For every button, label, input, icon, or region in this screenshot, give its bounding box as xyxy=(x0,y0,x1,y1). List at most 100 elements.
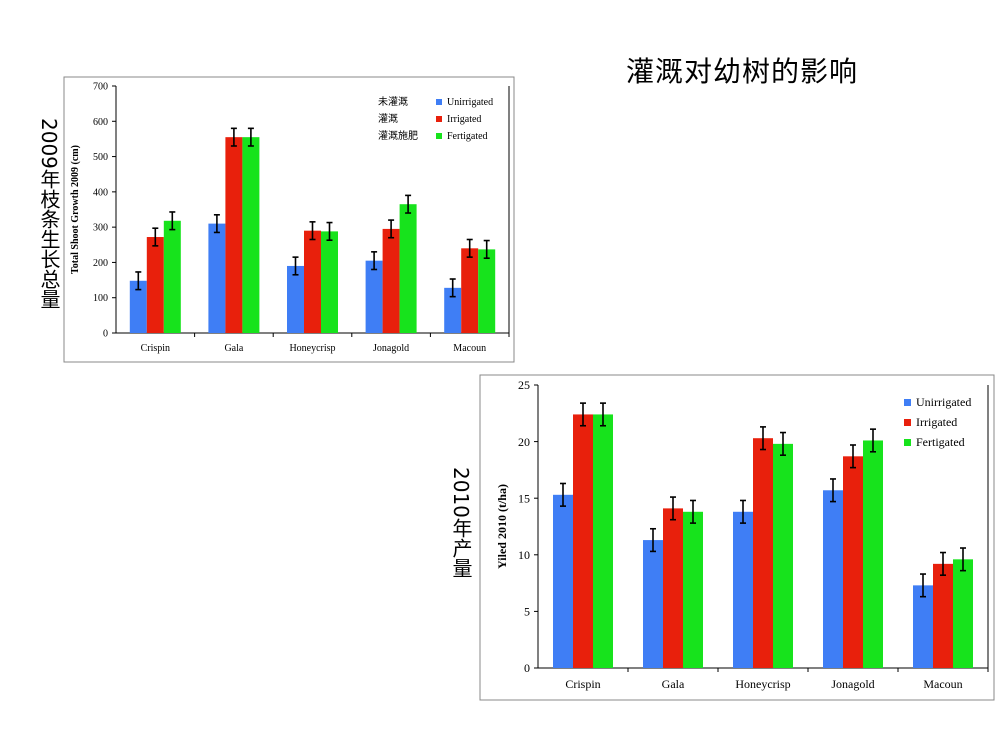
chart1-legend-cn-label: 灌溉施肥 xyxy=(378,129,418,142)
chart1-bar-irrigated xyxy=(304,230,321,333)
chart1-bar-fertigated xyxy=(399,204,417,333)
chart1-side-label: 2009年枝条生长总量 xyxy=(37,118,61,309)
chart1-frame xyxy=(63,76,515,363)
chart2-bar-unirrigated xyxy=(733,511,753,668)
chart1-y-axis-label: Total Shoot Growth 2009 (cm) xyxy=(70,145,81,274)
chart2-legend-swatch xyxy=(904,419,911,426)
chart2-bar-fertigated xyxy=(593,414,613,668)
chart2-bar-unirrigated xyxy=(913,585,933,668)
chart2-error-bar xyxy=(650,527,656,553)
chart2-bar-irrigated xyxy=(663,508,683,668)
chart1-category-label: Honeycrisp xyxy=(289,343,335,354)
chart1-legend-label: Irrigated xyxy=(447,114,481,125)
chart2-legend-label: Fertigated xyxy=(916,435,965,449)
chart2-error-bar xyxy=(690,499,696,524)
chart1-bar-unirrigated xyxy=(444,287,462,333)
chart1-category-label: Gala xyxy=(224,343,243,354)
chart2-error-bar xyxy=(760,426,766,451)
chart2-y-tick-label: 10 xyxy=(518,548,530,562)
chart2-error-bar xyxy=(600,402,606,427)
chart2-legend-label: Irrigated xyxy=(916,415,957,429)
chart1-error-bar xyxy=(449,278,456,298)
chart2-error-bar xyxy=(870,428,876,453)
chart1-error-bar xyxy=(169,211,176,231)
chart1-category-label: Macoun xyxy=(453,343,486,354)
chart1-y-tick-label: 0 xyxy=(103,329,108,340)
chart1-bar-fertigated xyxy=(163,220,181,333)
chart2-bar-unirrigated xyxy=(643,540,663,668)
chart1-bar-unirrigated xyxy=(365,260,383,333)
chart1-bar-fertigated xyxy=(321,231,338,333)
chart1-legend-label: Fertigated xyxy=(447,131,488,142)
chart2-category-label: Crispin xyxy=(565,677,600,691)
chart1-category-label: Crispin xyxy=(141,343,170,354)
shoot-growth-chart: 0 100 200 300 400 500 600 700 Total Shoot Growth… xyxy=(63,76,515,363)
chart2-error-bar xyxy=(670,496,676,521)
chart2-error-bar xyxy=(830,478,836,503)
chart1-bar-irrigated xyxy=(146,237,164,333)
chart2-bar-fertigated xyxy=(683,511,703,668)
chart2-legend-swatch xyxy=(904,439,911,446)
chart1-legend-label: Unirrigated xyxy=(447,97,493,108)
chart2-bar-irrigated xyxy=(753,438,773,668)
chart2-error-bar xyxy=(850,444,856,469)
chart2-legend-swatch xyxy=(904,399,911,406)
chart1-y-tick-label: 500 xyxy=(93,152,108,163)
chart2-bar-fertigated xyxy=(953,559,973,668)
chart2-y-tick-label: 25 xyxy=(518,378,530,392)
chart1-error-bar xyxy=(247,127,254,147)
chart2-bar-irrigated xyxy=(573,414,593,668)
chart1-bar-fertigated xyxy=(478,249,496,333)
chart1-y-tick-label: 700 xyxy=(93,82,108,93)
chart2-bar-irrigated xyxy=(843,456,863,668)
yield-chart: 0 5 10 15 20 25 Yiled 2010 (t/ha) Crispin Gala Ho… xyxy=(479,374,995,701)
chart2-category-label: Gala xyxy=(662,677,685,691)
chart1-error-bar xyxy=(152,227,159,247)
chart2-bar-fertigated xyxy=(773,443,793,668)
chart1-error-bar xyxy=(292,256,299,276)
chart1-legend-swatch xyxy=(436,99,442,105)
chart1-bar-unirrigated xyxy=(287,265,304,333)
slide-title: 灌溉对幼树的影响 xyxy=(626,55,859,88)
chart2-side-label: 2010年产量 xyxy=(449,467,473,578)
chart1-bar-unirrigated xyxy=(208,223,226,333)
chart2-error-bar xyxy=(740,499,746,524)
chart2-y-tick-label: 15 xyxy=(518,491,530,505)
chart1-bar-irrigated xyxy=(225,137,243,333)
chart1-bar-irrigated xyxy=(461,248,479,333)
chart1-error-bar xyxy=(230,127,237,147)
chart1-bar-irrigated xyxy=(382,228,400,333)
chart2-error-bar xyxy=(580,402,586,427)
chart2-error-bar xyxy=(940,551,946,576)
chart1-error-bar xyxy=(135,271,142,291)
chart2-error-bar xyxy=(960,547,966,572)
chart1-error-bar xyxy=(213,213,220,234)
chart1-error-bar xyxy=(309,221,316,241)
chart1-y-tick-label: 100 xyxy=(93,293,108,304)
chart1-category-label: Jonagold xyxy=(373,343,409,354)
chart2-legend-label: Unirrigated xyxy=(916,395,971,409)
chart2-y-tick-label: 5 xyxy=(524,605,530,619)
chart1-y-tick-label: 200 xyxy=(93,258,108,269)
chart2-category-label: Honeycrisp xyxy=(735,677,790,691)
chart1-y-tick-label: 400 xyxy=(93,187,108,198)
chart2-y-tick-label: 0 xyxy=(524,661,530,675)
chart2-error-bar xyxy=(920,573,926,598)
chart1-error-bar xyxy=(326,221,333,241)
chart1-bar-fertigated xyxy=(242,137,260,333)
chart2-bar-fertigated xyxy=(863,440,883,668)
chart1-legend-cn-label: 未灌溉 xyxy=(378,95,408,108)
chart2-y-tick-label: 20 xyxy=(518,435,530,449)
chart2-frame xyxy=(479,374,995,701)
chart2-error-bar xyxy=(780,431,786,456)
chart1-bar-unirrigated xyxy=(129,280,147,333)
chart1-error-bar xyxy=(466,238,473,258)
chart1-error-bar xyxy=(405,194,412,214)
chart2-error-bar xyxy=(560,482,566,507)
chart2-bar-irrigated xyxy=(933,563,953,668)
chart1-legend-swatch xyxy=(436,116,442,122)
chart2-bar-unirrigated xyxy=(553,494,573,668)
chart1-legend-cn-label: 灌溉 xyxy=(378,112,398,125)
chart2-bar-unirrigated xyxy=(823,490,843,668)
